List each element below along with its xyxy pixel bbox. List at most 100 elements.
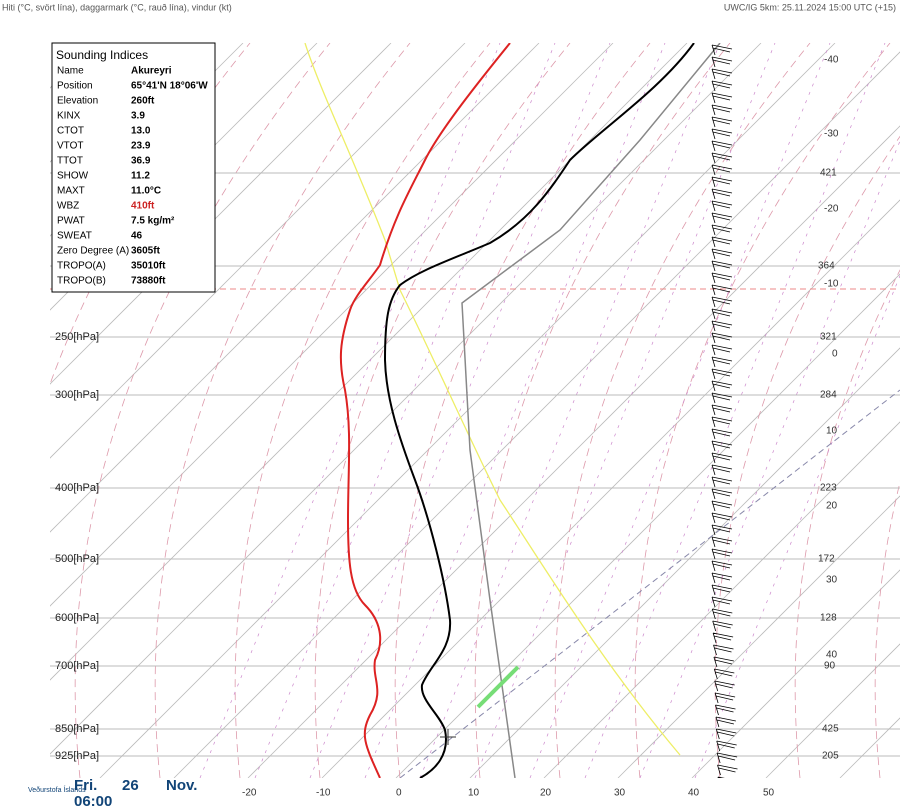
pressure-label: 600[hPa] [55, 612, 99, 624]
wind-barb [711, 68, 733, 80]
wind-barb [711, 188, 733, 200]
index-name: SHOW [57, 171, 89, 182]
index-value: 65°41'N 18°06'W [131, 81, 208, 92]
right-label: -20 [824, 204, 839, 215]
index-name: MAXT [57, 186, 85, 197]
isotherm [765, 643, 900, 778]
right-label: 128 [820, 613, 837, 624]
wind-barb [715, 728, 737, 740]
isotherm [247, 125, 900, 778]
mixing-ratio [309, 43, 611, 778]
right-label: 421 [820, 168, 837, 179]
wind-barb [711, 368, 733, 380]
header-left: Hiti (°C, svört lína), daggarmark (°C, r… [2, 2, 232, 12]
index-name: PWAT [57, 216, 85, 227]
pressure-label: 250[hPa] [55, 331, 99, 343]
bottom-label: 30 [614, 788, 626, 799]
pressure-label: 700[hPa] [55, 660, 99, 672]
surface-marker [440, 729, 456, 745]
wind-barb [711, 440, 733, 452]
index-name: Elevation [57, 96, 98, 107]
pressure-label: 850[hPa] [55, 723, 99, 735]
wind-barb [716, 740, 737, 752]
index-name: Zero Degree (A) [57, 246, 129, 257]
index-value: 7.5 kg/m² [131, 216, 175, 227]
wind-barb [711, 548, 733, 560]
dewpoint-curve [339, 43, 511, 778]
wind-barb [711, 140, 733, 152]
right-label: 205 [822, 751, 839, 762]
index-name: TROPO(B) [57, 276, 106, 287]
wind-barb [711, 248, 733, 260]
isotherm [50, 43, 540, 533]
right-label: -40 [824, 55, 839, 66]
index-value: 410ft [131, 201, 155, 212]
bottom-label: -10 [316, 788, 331, 799]
indices-box: Sounding Indices Name Akureyri Position 65°… [51, 42, 216, 293]
wind-barb [711, 92, 733, 104]
isotherm [617, 495, 900, 778]
index-value: 260ft [131, 96, 155, 107]
isotherm [543, 421, 900, 778]
mixing-ratio [254, 43, 556, 778]
wind-barb [711, 512, 733, 524]
right-label: -10 [824, 279, 839, 290]
wind-barb [711, 128, 733, 140]
isotherm [50, 43, 762, 755]
wind-barbs [711, 44, 738, 778]
index-name: KINX [57, 111, 81, 122]
pressure-label: 300[hPa] [55, 389, 99, 401]
index-name: SWEAT [57, 231, 92, 242]
wind-barb [712, 632, 734, 644]
right-label: 40 [826, 650, 838, 661]
isotherm [50, 43, 392, 385]
dry-adiabat [554, 43, 811, 778]
wind-barb [711, 584, 733, 596]
wind-barb [711, 164, 733, 176]
index-name: WBZ [57, 201, 79, 212]
isotherm [50, 43, 466, 459]
right-label: 10 [826, 426, 838, 437]
pressure-label: 400[hPa] [55, 482, 99, 494]
temperature-curve [383, 43, 695, 778]
footer-bg [0, 778, 210, 808]
wind-barb [715, 704, 736, 716]
wind-barb [713, 656, 734, 668]
freezing-line [399, 389, 900, 778]
isotherm [395, 273, 900, 778]
wind-barb [711, 608, 733, 620]
wind-barb [711, 380, 733, 392]
wind-barb [711, 200, 733, 212]
dry-adiabat [474, 43, 731, 778]
wind-barb [715, 716, 736, 728]
wind-barb [711, 416, 733, 428]
wind-barb [711, 572, 733, 584]
mixing-ratio [639, 140, 900, 778]
right-label: 30 [826, 575, 838, 586]
right-label: 425 [822, 724, 839, 735]
wind-barb [714, 692, 736, 704]
wind-barb [711, 236, 733, 248]
moist-adiabat [461, 43, 721, 778]
wind-barb [711, 44, 733, 56]
wind-barb [711, 56, 733, 68]
index-name: TROPO(A) [57, 261, 106, 272]
wind-barb [711, 404, 733, 416]
index-name: Position [57, 81, 93, 92]
index-value: 11.0°C [131, 186, 161, 197]
indices-frame [51, 42, 216, 293]
right-label: 172 [818, 554, 835, 565]
mixing-ratio [364, 43, 666, 778]
wind-barb [711, 332, 733, 344]
isotherm [321, 199, 900, 778]
wind-barb [711, 596, 733, 608]
index-value: 36.9 [131, 156, 151, 167]
wind-barb [711, 392, 733, 404]
wind-barb [711, 488, 733, 500]
right-label: 364 [818, 261, 835, 272]
dry-adiabat [394, 43, 651, 778]
mixing-ratio [529, 43, 831, 778]
wind-barb [711, 524, 733, 536]
wind-barb [711, 308, 733, 320]
wind-barb [711, 80, 733, 92]
